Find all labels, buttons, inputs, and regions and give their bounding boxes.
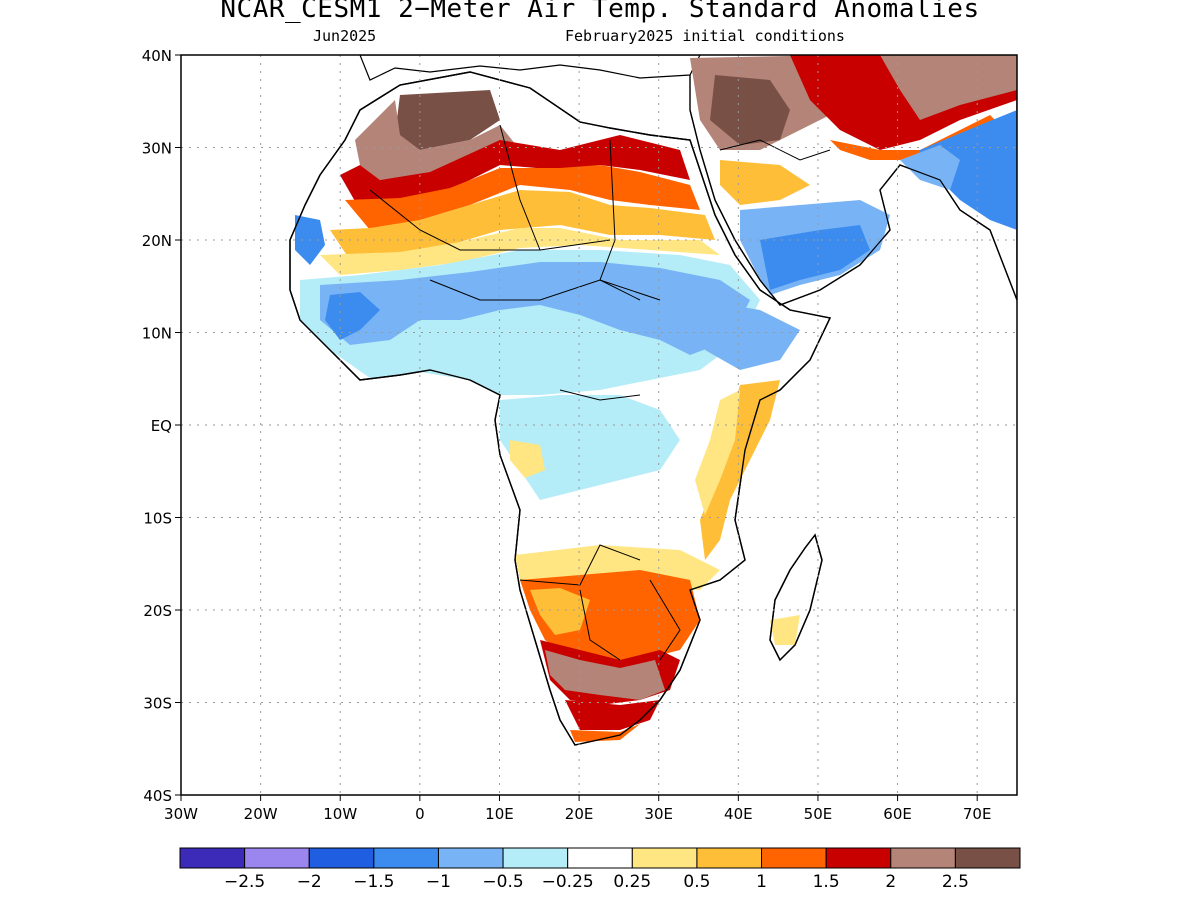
anomaly-brown-south	[545, 650, 665, 700]
colorbar-segment	[373, 847, 439, 869]
anomaly-darkblue-westafrica	[325, 292, 380, 340]
colorbar-segment	[631, 847, 698, 869]
lon-tick-label: 20E	[565, 805, 594, 823]
anomaly-orange-cape	[570, 724, 640, 742]
anomaly-orange-sahara	[345, 165, 700, 230]
anomaly-lightyellow-eastafrica	[695, 390, 740, 515]
anomaly-blue-pakistan	[915, 110, 1017, 230]
anomaly-darkblue-arabia	[760, 225, 870, 290]
gridlines	[181, 55, 1017, 795]
anomaly-lightblue-congo	[500, 395, 680, 500]
lon-tick-label: 0	[415, 805, 425, 823]
lon-tick-label: 10W	[323, 805, 357, 823]
colorbar-label: −2.5	[223, 872, 266, 892]
colorbar-segment	[179, 847, 246, 869]
colorbar	[179, 847, 1021, 869]
colorbar-label: −2	[296, 872, 322, 892]
anomaly-darkbrown-mideast	[710, 75, 790, 145]
colorbar-label: 1.5	[812, 872, 840, 892]
lat-tick-label: 30N	[142, 140, 172, 158]
colorbar-segment	[567, 847, 633, 869]
lat-tick-label: 30S	[143, 695, 172, 713]
colorbar-segment	[954, 847, 1021, 869]
colorbar-segment	[502, 847, 569, 869]
colorbar-label: 0.5	[683, 872, 711, 892]
anomaly-lightblue-pakistan	[900, 145, 960, 190]
colorbar-segment	[890, 847, 956, 869]
anomaly-lightbrown-sahara	[355, 100, 520, 180]
anomaly-yellow-gabon	[510, 440, 545, 478]
lon-tick-label: 60E	[883, 805, 912, 823]
lat-tick-label: 40S	[143, 787, 172, 805]
colorbar-label: 2.5	[941, 872, 969, 892]
anomaly-yellow-arabia	[720, 160, 810, 205]
forecast-month: Jun2025	[313, 27, 377, 45]
lat-tick-label: 20S	[143, 602, 172, 620]
anomaly-yellow-eastafrica	[700, 380, 780, 560]
colorbar-label: 2	[885, 872, 897, 892]
lat-tick-label: 40N	[142, 47, 172, 65]
colorbar-label: −0.25	[541, 872, 594, 892]
colorbar-label: 0.25	[613, 872, 652, 892]
colorbar-segment	[308, 847, 375, 869]
colorbar-segment	[244, 847, 310, 869]
country-borders	[369, 124, 831, 661]
lat-tick-label: 20N	[142, 232, 172, 250]
colorbar-segment	[437, 847, 504, 869]
anomaly-yellow-sahel-north	[330, 190, 715, 260]
red-sea-coastline	[689, 109, 1017, 306]
africa-coastline	[289, 71, 832, 746]
colorbar-label: −0.5	[482, 872, 524, 892]
colorbar-segment	[761, 847, 827, 869]
map-title: NCAR_CESM1 2−Meter Air Temp. Standard An…	[220, 0, 980, 24]
colorbar-label: −1.5	[353, 872, 395, 892]
colorbar-label: −1	[425, 872, 451, 892]
anomaly-red-sahara	[340, 135, 690, 210]
anomaly-yellow-madagascar	[770, 615, 800, 645]
anomaly-blue-sahel	[320, 262, 750, 355]
anomaly-blue-ethiopia	[700, 300, 800, 370]
lon-tick-label: 40E	[724, 805, 753, 823]
lon-tick-label: 70E	[963, 805, 992, 823]
lon-tick-label: 30W	[164, 805, 198, 823]
lon-tick-label: 30E	[644, 805, 673, 823]
lat-tick-label: 10N	[142, 325, 172, 343]
colorbar-segment	[696, 847, 763, 869]
lat-tick-label: EQ	[151, 417, 172, 435]
anomaly-yellow-south	[530, 588, 590, 635]
lon-tick-label: 20W	[244, 805, 278, 823]
initial-conditions: February2025 initial conditions	[565, 27, 845, 45]
colorbar-label: 1	[756, 872, 767, 892]
anomaly-brown-sahara	[395, 90, 500, 150]
anomaly-orange-gulf	[830, 115, 1000, 160]
colorbar-segment	[825, 847, 892, 869]
lat-tick-label: 10S	[143, 510, 172, 528]
lon-tick-label: 50E	[804, 805, 833, 823]
anomaly-brown-iran	[880, 55, 1017, 120]
europe-landmass	[359, 55, 701, 81]
lon-tick-label: 10E	[485, 805, 514, 823]
madagascar-coastline	[769, 533, 823, 662]
map-area	[289, 55, 1017, 746]
